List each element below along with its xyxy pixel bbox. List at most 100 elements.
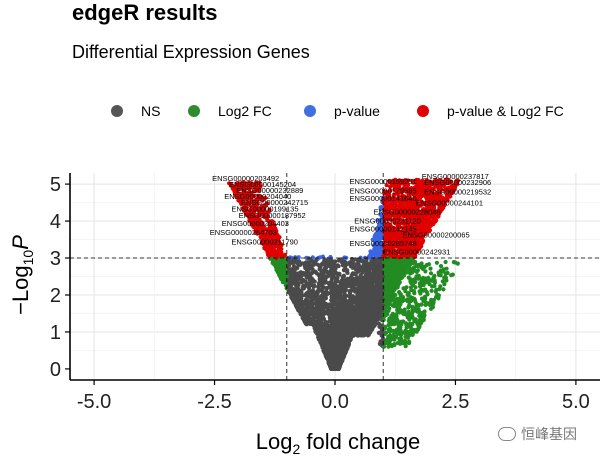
- point-ns: [321, 325, 326, 330]
- point-ns: [328, 280, 333, 285]
- point-ns: [315, 302, 320, 307]
- chart-title: edgeR results: [72, 0, 218, 25]
- point-ns: [329, 346, 335, 351]
- point-ns: [333, 320, 338, 325]
- point-ns: [342, 294, 347, 299]
- legend-label-pvalue-and-log2fc: p-value & Log2 FC: [447, 103, 564, 119]
- point-ns: [293, 294, 299, 299]
- point-ns: [350, 287, 355, 292]
- point-ns: [293, 280, 298, 285]
- point-fc: [282, 257, 287, 262]
- point-ns: [313, 290, 318, 295]
- point-p: [328, 254, 333, 260]
- point-ns: [321, 309, 326, 314]
- chart-subtitle: Differential Expression Genes: [72, 42, 310, 62]
- point-ns: [324, 348, 329, 353]
- point-ns: [356, 277, 361, 282]
- point-ns: [302, 264, 307, 269]
- point-ns: [300, 315, 305, 320]
- point-ns: [333, 360, 338, 365]
- point-ns: [326, 304, 331, 309]
- point-ns: [323, 296, 328, 301]
- legend-item-log2fc: Log2 FC: [188, 103, 272, 119]
- point-ns: [302, 320, 308, 325]
- point-ns: [325, 332, 330, 337]
- point-ns: [326, 329, 331, 334]
- point-ns: [344, 262, 349, 267]
- point-ns: [330, 259, 335, 264]
- point-ns: [327, 312, 332, 317]
- point-ns: [314, 298, 319, 303]
- point-ns: [341, 341, 346, 347]
- point-ns: [307, 286, 312, 291]
- point-ns: [347, 307, 352, 312]
- point-ns: [343, 282, 349, 288]
- point-ns: [360, 270, 365, 275]
- point-ns: [313, 309, 318, 314]
- point-ns: [350, 299, 355, 305]
- point-ns: [291, 264, 297, 269]
- point-ns: [338, 289, 344, 294]
- legend-label-ns: NS: [141, 103, 161, 119]
- point-ns: [318, 340, 323, 345]
- point-p: [296, 255, 301, 260]
- point-fc: [279, 266, 284, 271]
- point-ns: [334, 289, 339, 294]
- point-ns: [321, 302, 326, 307]
- point-ns: [313, 294, 318, 299]
- point-ns: [331, 336, 336, 341]
- point-ns: [306, 293, 311, 298]
- point-ns: [342, 302, 347, 307]
- point-ns: [301, 299, 306, 305]
- legend: NS Log2 FC p-value p-value & Log2 FC: [0, 103, 600, 127]
- point-ns: [304, 271, 309, 276]
- legend-item-pvalue: p-value: [304, 103, 380, 119]
- point-ns: [304, 297, 309, 302]
- point-ns: [342, 336, 347, 341]
- legend-swatch-pvalue-and-log2fc: [417, 105, 429, 117]
- point-ns: [317, 274, 322, 279]
- point-ns: [287, 270, 293, 275]
- point-ns: [335, 300, 340, 305]
- point-ns: [310, 301, 315, 306]
- point-ns: [322, 340, 327, 345]
- point-ns: [334, 326, 339, 332]
- point-ns: [302, 307, 307, 312]
- point-both: [248, 183, 254, 188]
- point-ns: [304, 260, 309, 265]
- point-both: [269, 251, 274, 256]
- point-ns: [313, 326, 319, 331]
- point-ns: [331, 309, 336, 314]
- point-ns: [289, 288, 294, 293]
- point-ns: [291, 260, 296, 265]
- point-ns: [343, 309, 348, 314]
- points-layer: [227, 177, 461, 371]
- point-ns: [297, 272, 302, 278]
- point-ns: [313, 258, 319, 263]
- point-ns: [346, 335, 351, 340]
- point-ns: [350, 264, 355, 269]
- point-ns: [316, 335, 321, 340]
- point-ns: [304, 282, 309, 287]
- point-ns: [287, 283, 293, 288]
- point-ns: [354, 287, 359, 292]
- point-ns: [359, 258, 364, 263]
- point-both: [273, 251, 279, 256]
- point-ns: [322, 335, 327, 340]
- legend-label-log2fc: Log2 FC: [218, 103, 272, 119]
- point-ns: [329, 268, 335, 273]
- point-ns: [337, 257, 342, 262]
- point-ns: [337, 272, 342, 277]
- point-ns: [336, 341, 341, 346]
- point-ns: [318, 264, 323, 269]
- point-ns: [346, 316, 351, 321]
- point-ns: [333, 278, 338, 283]
- point-ns: [319, 283, 324, 288]
- point-ns: [296, 276, 301, 281]
- point-ns: [339, 278, 344, 283]
- legend-label-pvalue: p-value: [334, 103, 380, 119]
- point-both: [278, 253, 283, 258]
- point-ns: [339, 316, 344, 321]
- point-ns: [317, 315, 322, 320]
- legend-swatch-pvalue: [304, 105, 316, 117]
